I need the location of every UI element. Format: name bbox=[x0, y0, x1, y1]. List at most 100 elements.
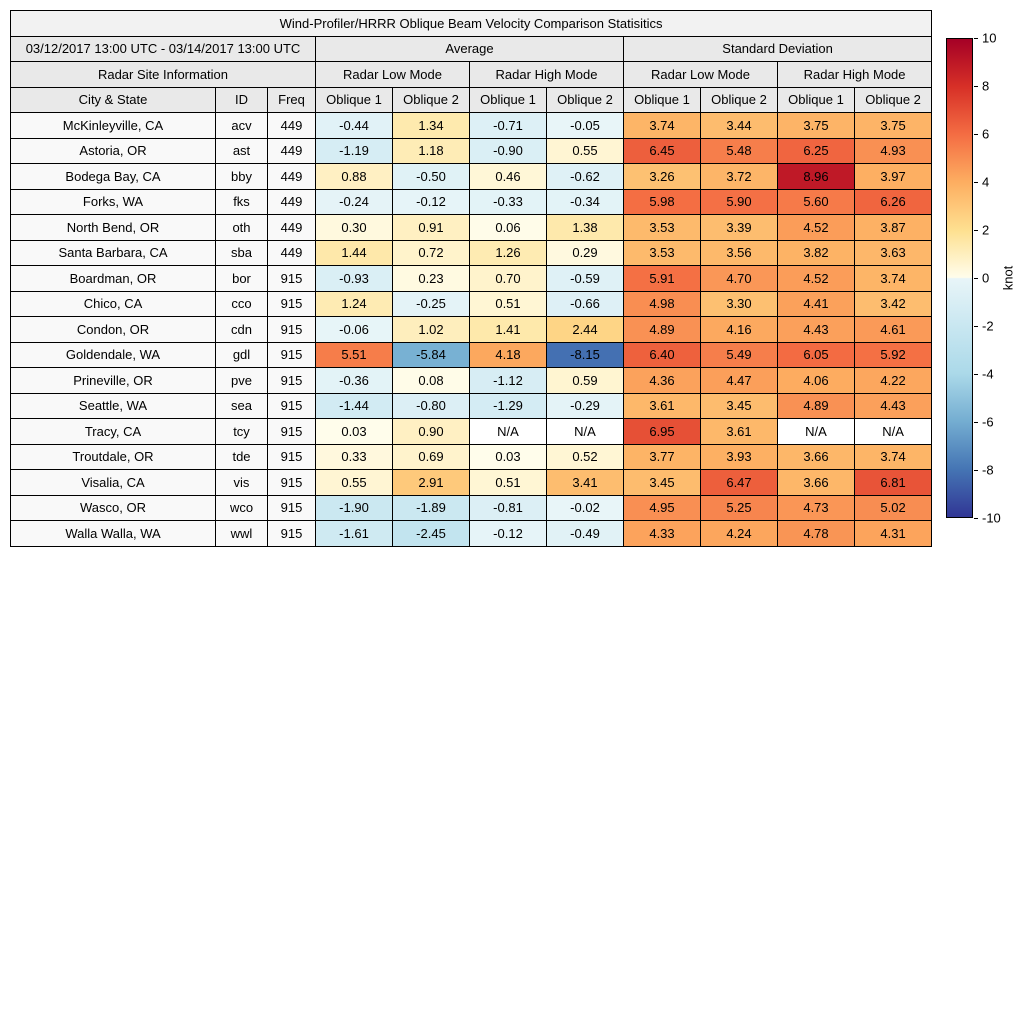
value-cell: 4.93 bbox=[853, 137, 933, 164]
value-cell: 3.97 bbox=[853, 163, 933, 190]
value-cell: -0.12 bbox=[392, 188, 470, 215]
table-row: Condon, OR cdn 915 -0.06 1.02 1.41 2.44 4.89 4.1… bbox=[10, 316, 933, 343]
value-cell: 6.81 bbox=[853, 469, 933, 496]
freq-cell: 449 bbox=[267, 112, 316, 139]
city-cell: Condon, OR bbox=[10, 316, 216, 343]
value-cell: 3.75 bbox=[853, 112, 933, 139]
value-cell: -0.02 bbox=[546, 494, 624, 521]
value-cell: 3.45 bbox=[623, 469, 701, 496]
value-cell: 3.42 bbox=[853, 290, 933, 317]
site-info-header: Radar Site Information bbox=[10, 61, 316, 88]
value-cell: 0.91 bbox=[392, 214, 470, 241]
city-cell: Prineville, OR bbox=[10, 367, 216, 394]
value-cell: 5.51 bbox=[315, 341, 393, 368]
table-row: McKinleyville, CA acv 449 -0.44 1.34 -0.71 -0.… bbox=[10, 112, 933, 139]
value-cell: N/A bbox=[853, 418, 933, 445]
id-cell: cdn bbox=[215, 316, 268, 343]
value-cell: 3.26 bbox=[623, 163, 701, 190]
colorbar: 10 8 6 4 2 0 -2 -4 -6 -8 -10 knot bbox=[946, 32, 1024, 525]
oblique2-column-header: Oblique 2 bbox=[853, 86, 933, 113]
value-cell: 0.08 bbox=[392, 367, 470, 394]
value-cell: -0.29 bbox=[546, 392, 624, 419]
table-row: Santa Barbara, CA sba 449 1.44 0.72 1.26 0.29 3… bbox=[10, 239, 933, 266]
value-cell: N/A bbox=[469, 418, 547, 445]
value-cell: 5.48 bbox=[700, 137, 778, 164]
subgroup-header-row: Radar Site Information Radar Low Mode Ra… bbox=[10, 61, 933, 88]
id-column-header: ID bbox=[215, 86, 268, 113]
colorbar-tick-label: 10 bbox=[982, 30, 997, 46]
value-cell: 6.45 bbox=[623, 137, 701, 164]
value-cell: 4.95 bbox=[623, 494, 701, 521]
value-cell: -1.29 bbox=[469, 392, 547, 419]
value-cell: 3.41 bbox=[546, 469, 624, 496]
value-cell: 3.75 bbox=[777, 112, 855, 139]
value-cell: 6.25 bbox=[777, 137, 855, 164]
colorbar-tick-mark bbox=[974, 374, 978, 375]
freq-cell: 449 bbox=[267, 163, 316, 190]
value-cell: 4.52 bbox=[777, 214, 855, 241]
value-cell: -0.34 bbox=[546, 188, 624, 215]
colorbar-label: knot bbox=[1000, 265, 1016, 291]
value-cell: -0.62 bbox=[546, 163, 624, 190]
value-cell: -1.44 bbox=[315, 392, 393, 419]
value-cell: 5.90 bbox=[700, 188, 778, 215]
value-cell: 4.06 bbox=[777, 367, 855, 394]
value-cell: -0.81 bbox=[469, 494, 547, 521]
id-cell: vis bbox=[215, 469, 268, 496]
value-cell: -1.19 bbox=[315, 137, 393, 164]
colorbar-tick-label: -6 bbox=[982, 414, 994, 430]
colorbar-tick-mark bbox=[974, 422, 978, 423]
value-cell: N/A bbox=[777, 418, 855, 445]
value-cell: -8.15 bbox=[546, 341, 624, 368]
value-cell: 4.70 bbox=[700, 265, 778, 292]
value-cell: 1.24 bbox=[315, 290, 393, 317]
table-row: Visalia, CA vis 915 0.55 2.91 0.51 3.41 3.45 6.4… bbox=[10, 469, 933, 496]
colorbar-tick-label: 2 bbox=[982, 222, 990, 238]
value-cell: -0.80 bbox=[392, 392, 470, 419]
city-column-header: City & State bbox=[10, 86, 216, 113]
value-cell: 4.43 bbox=[853, 392, 933, 419]
value-cell: 5.49 bbox=[700, 341, 778, 368]
value-cell: 1.41 bbox=[469, 316, 547, 343]
value-cell: 3.77 bbox=[623, 443, 701, 470]
city-cell: McKinleyville, CA bbox=[10, 112, 216, 139]
city-cell: Wasco, OR bbox=[10, 494, 216, 521]
colorbar-tick-mark bbox=[974, 38, 978, 39]
oblique2-column-header: Oblique 2 bbox=[392, 86, 470, 113]
colorbar-tick-label: -4 bbox=[982, 366, 994, 382]
table-row: Goldendale, WA gdl 915 5.51 -5.84 4.18 -8.15 6.… bbox=[10, 341, 933, 368]
colorbar-tick-mark bbox=[974, 326, 978, 327]
freq-cell: 915 bbox=[267, 392, 316, 419]
value-cell: 4.22 bbox=[853, 367, 933, 394]
table-row: Walla Walla, WA wwl 915 -1.61 -2.45 -0.12 -0.4… bbox=[10, 520, 933, 547]
id-cell: bor bbox=[215, 265, 268, 292]
value-cell: 3.82 bbox=[777, 239, 855, 266]
value-cell: 5.25 bbox=[700, 494, 778, 521]
table-row: Tracy, CA tcy 915 0.03 0.90 N/A N/A 6.95 3.61 N/A… bbox=[10, 418, 933, 445]
value-cell: 6.26 bbox=[853, 188, 933, 215]
value-cell: 3.56 bbox=[700, 239, 778, 266]
average-group-header: Average bbox=[315, 35, 624, 62]
city-cell: Forks, WA bbox=[10, 188, 216, 215]
value-cell: 1.34 bbox=[392, 112, 470, 139]
table-row: North Bend, OR oth 449 0.30 0.91 0.06 1.38 3.53… bbox=[10, 214, 933, 241]
value-cell: 0.90 bbox=[392, 418, 470, 445]
value-cell: 4.98 bbox=[623, 290, 701, 317]
id-cell: tcy bbox=[215, 418, 268, 445]
value-cell: 4.43 bbox=[777, 316, 855, 343]
table-row: Forks, WA fks 449 -0.24 -0.12 -0.33 -0.34 5.98 5… bbox=[10, 188, 933, 215]
value-cell: 0.51 bbox=[469, 290, 547, 317]
colorbar-tick-label: 8 bbox=[982, 78, 990, 94]
freq-cell: 449 bbox=[267, 214, 316, 241]
value-cell: 0.06 bbox=[469, 214, 547, 241]
value-cell: 6.47 bbox=[700, 469, 778, 496]
table-row: Troutdale, OR tde 915 0.33 0.69 0.03 0.52 3.77 3… bbox=[10, 443, 933, 470]
value-cell: -0.05 bbox=[546, 112, 624, 139]
city-cell: Astoria, OR bbox=[10, 137, 216, 164]
value-cell: 3.39 bbox=[700, 214, 778, 241]
value-cell: 1.02 bbox=[392, 316, 470, 343]
oblique1-column-header: Oblique 1 bbox=[777, 86, 855, 113]
value-cell: 0.52 bbox=[546, 443, 624, 470]
value-cell: 4.36 bbox=[623, 367, 701, 394]
